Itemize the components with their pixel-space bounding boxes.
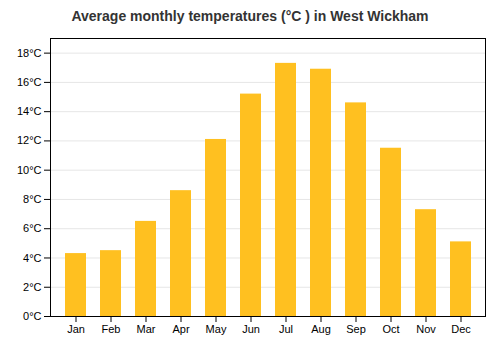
svg-text:Dec: Dec [451, 323, 471, 335]
svg-text:Nov: Nov [416, 323, 436, 335]
svg-text:Jan: Jan [67, 323, 85, 335]
svg-text:Oct: Oct [382, 323, 399, 335]
html-text:Average monthly temperatures (: Average monthly temperatures (°C ) in We… [71, 8, 429, 24]
svg-text:6°C: 6°C [23, 222, 42, 234]
svg-text:May: May [206, 323, 227, 335]
svg-text:Jun: Jun [242, 323, 260, 335]
svg-text:14°C: 14°C [17, 105, 42, 117]
svg-text:4°C: 4°C [23, 251, 42, 263]
svg-text:Jul: Jul [279, 323, 293, 335]
svg-text:0°C: 0°C [23, 310, 42, 322]
svg-text:8°C: 8°C [23, 193, 42, 205]
svg-text:2°C: 2°C [23, 281, 42, 293]
svg-text:Apr: Apr [172, 323, 189, 335]
svg-text:Sep: Sep [346, 323, 366, 335]
svg-text:Feb: Feb [102, 323, 121, 335]
svg-text:18°C: 18°C [17, 47, 42, 59]
svg-text:16°C: 16°C [17, 76, 42, 88]
svg-text:Mar: Mar [137, 323, 156, 335]
svg-text:10°C: 10°C [17, 164, 42, 176]
svg-text:Aug: Aug [311, 323, 331, 335]
svg-text:12°C: 12°C [17, 134, 42, 146]
